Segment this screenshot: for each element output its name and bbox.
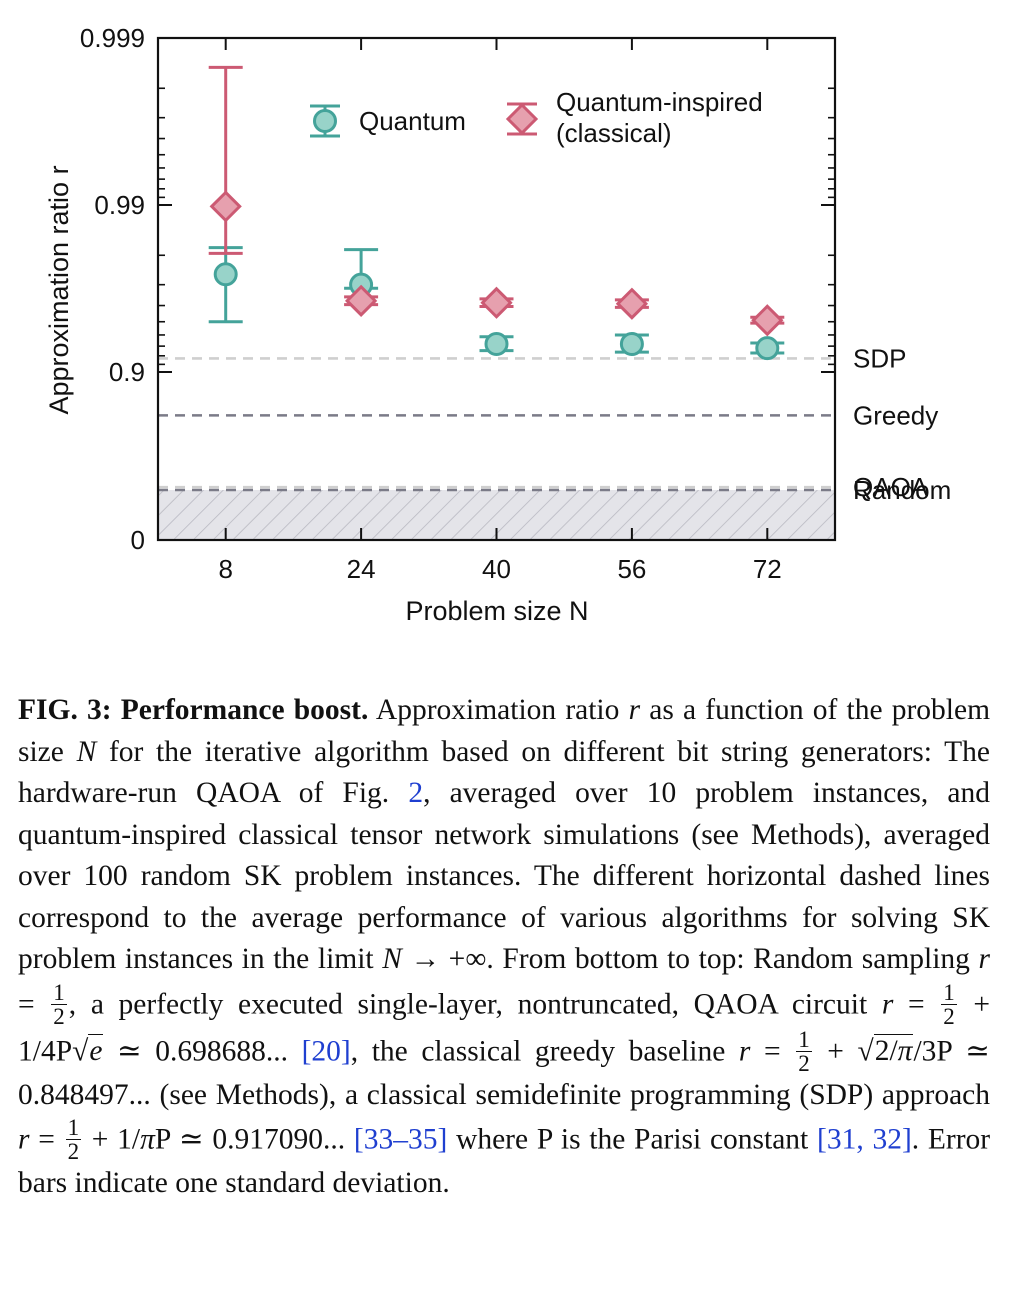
x-tick-label: 24: [347, 554, 376, 584]
ref-label-qaoa: QAOA: [853, 472, 929, 502]
caption-limit: → +∞.: [410, 943, 494, 975]
ref-label-random: Random: [853, 475, 951, 505]
caption-text: , a perfectly executed single-layer, non…: [68, 988, 868, 1021]
y-tick-label: 0.99: [94, 190, 145, 220]
legend-quantum-inspired-marker: [505, 102, 539, 136]
y-tick-label: 0.9: [109, 357, 145, 387]
legend: Quantum Quantum-inspired (classical): [310, 87, 763, 148]
sdp-value: ≃ 0.917090...: [178, 1123, 346, 1156]
quantum-point: [755, 336, 780, 361]
caption-text: is the Parisi constant: [560, 1123, 809, 1156]
ref-20[interactable]: [20]: [301, 1035, 351, 1068]
quantum-point: [619, 332, 644, 357]
quantum-point: [213, 262, 238, 287]
greedy-value: ≃ 0.848497...: [18, 1035, 990, 1111]
caption-text: , averaged over 10 problem instances, an…: [18, 777, 991, 975]
legend-quantum-marker: [313, 109, 337, 133]
parisi-symbol: P: [536, 1123, 553, 1156]
x-axis-label: Problem size N: [405, 596, 588, 626]
y-tick-label: 0.999: [80, 23, 145, 53]
x-tick-label: 40: [482, 554, 511, 584]
x-tick-label: 8: [218, 554, 232, 584]
x-tick-label: 72: [753, 554, 782, 584]
ref-31[interactable]: [31,: [817, 1123, 864, 1156]
caption-text: (see Methods), a classical semidefinite …: [159, 1078, 991, 1111]
quantum-inspired-point: [209, 190, 242, 223]
legend-quantum-inspired-label: Quantum-inspired (classical): [556, 87, 763, 148]
caption-text: From bottom to top: Random sampling: [493, 943, 970, 975]
quantum-point: [484, 332, 509, 357]
quantum-inspired-point: [615, 287, 649, 320]
tick-labels: 8 24 40 56 72 0 0.9 0.99 0.999: [80, 23, 782, 584]
axis-ticks: [158, 37, 835, 541]
caption-text: . Error bars indicate one standard devia…: [18, 1123, 991, 1200]
caption-text: as a function of the problem size: [18, 694, 991, 768]
ref-label-greedy: Greedy: [853, 400, 938, 430]
data-marks: [208, 65, 785, 361]
legend-quantum-label: Quantum: [359, 106, 466, 136]
ref-33-35[interactable]: [33–35]: [353, 1123, 448, 1156]
ref-label-sdp: SDP: [853, 343, 906, 373]
caption-text: for the iterative algorithm based on dif…: [18, 735, 990, 810]
y-tick-label: 0: [131, 525, 145, 555]
y-axis-label: Approximation ratio r: [44, 165, 74, 414]
quantum-inspired-point: [344, 284, 378, 317]
caption-text: where: [456, 1123, 529, 1156]
x-tick-label: 56: [617, 554, 646, 584]
ref-32[interactable]: 32]: [872, 1123, 912, 1156]
caption-text: , the classical greedy baseline: [350, 1035, 726, 1068]
figure-caption: FIG. 3: Performance boost. Approximation…: [18, 694, 991, 1200]
quantum-inspired-point: [751, 304, 784, 337]
figure-label: FIG. 3:: [18, 694, 112, 726]
caption-heading: Performance boost.: [120, 694, 369, 726]
qaoa-value: ≃ 0.698688...: [116, 1035, 289, 1068]
ref-fig-2[interactable]: 2: [408, 777, 424, 809]
quantum-inspired-point: [480, 286, 513, 319]
caption-text: Approximation ratio: [375, 694, 620, 726]
